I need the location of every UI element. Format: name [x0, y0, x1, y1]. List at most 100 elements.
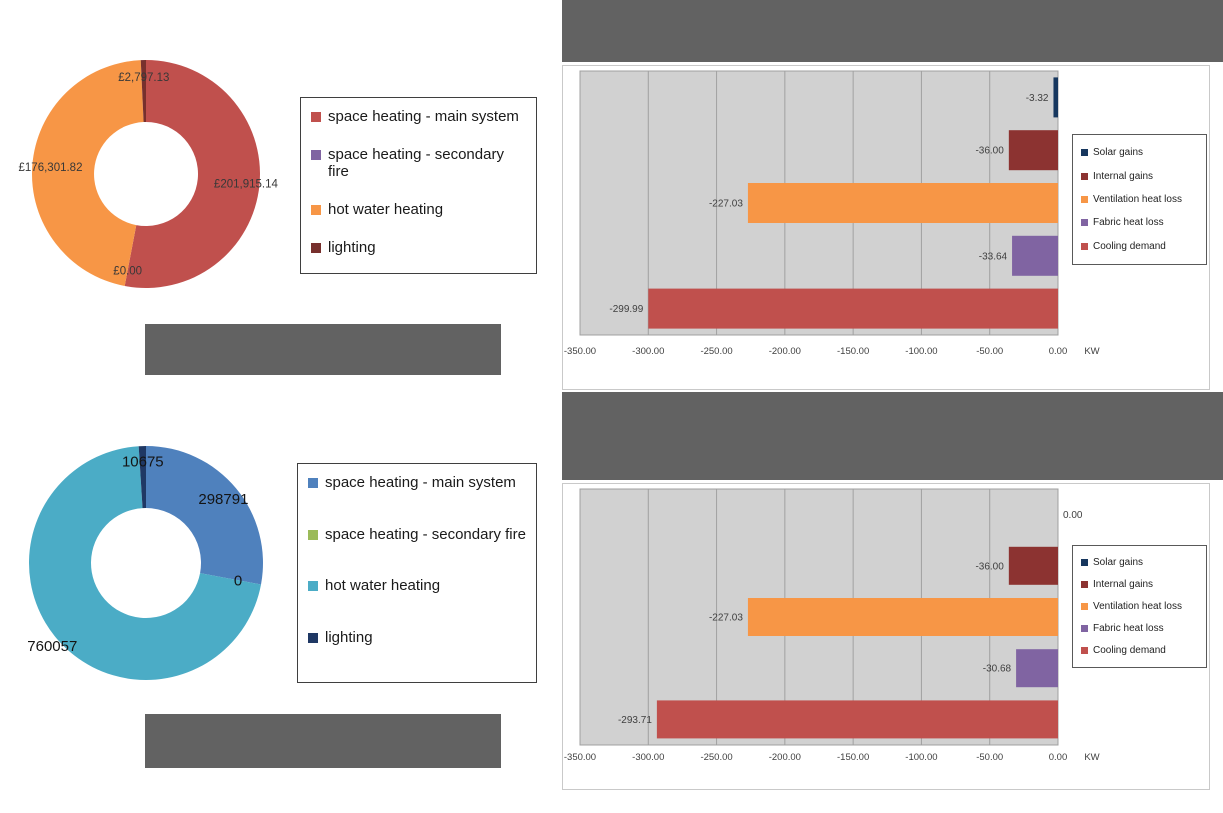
legend-swatch-icon	[1081, 581, 1088, 589]
heat-balance-bar-chart-top: -350.00 -300.00 -250.00 -200.00 -150.00 -100.…	[564, 70, 1100, 357]
legend-item: Ventilation heat loss	[1081, 194, 1198, 205]
legend-label: Solar gains	[1093, 147, 1144, 159]
legend-item: Fabric heat loss	[1081, 623, 1198, 634]
legend-swatch-icon	[1081, 242, 1088, 250]
legend-item: space heating - main system	[311, 108, 526, 126]
x-tick-label: -250.00	[700, 752, 732, 763]
x-tick-label: -350.00	[564, 752, 596, 763]
x-tick-label: -200.00	[769, 346, 801, 357]
legend-swatch-icon	[1081, 646, 1088, 654]
pie-slice-hot-water-heating	[31, 60, 144, 286]
bar-value-label: -227.03	[709, 199, 743, 210]
legend-item: Cooling demand	[1081, 241, 1198, 252]
pie-slice-space-heating-main-system	[124, 60, 260, 288]
x-tick-label: 0.00	[1049, 752, 1068, 763]
pie-data-label: 298791	[198, 491, 248, 508]
legend-label: Fabric heat loss	[1093, 622, 1164, 634]
legend-label: Ventilation heat loss	[1093, 600, 1182, 612]
legend-item: space heating - secondary fire	[311, 146, 526, 181]
legend-label: Solar gains	[1093, 557, 1144, 569]
pie-data-label: 0	[234, 572, 242, 589]
pie-slice-lighting	[140, 59, 146, 123]
redacted-chart-header-bottom	[562, 392, 1223, 480]
x-tick-label: -350.00	[564, 346, 596, 357]
pie-data-label: £2,797.13	[118, 72, 169, 84]
legend-label: lighting	[325, 629, 373, 647]
x-tick-label: -100.00	[905, 346, 937, 357]
x-tick-label: 0.00	[1049, 346, 1068, 357]
legend-swatch-icon	[1081, 559, 1088, 567]
legend-label: lighting	[328, 238, 376, 256]
legend-swatch-icon	[308, 581, 318, 592]
legend-label: Ventilation heat loss	[1093, 193, 1182, 205]
bar-solar-gains	[1053, 77, 1058, 118]
bar-cooling-demand	[648, 288, 1058, 329]
legend-item: Ventilation heat loss	[1081, 601, 1198, 612]
legend-item: lighting	[308, 629, 526, 647]
legend-item: Solar gains	[1081, 147, 1198, 158]
bar-value-label: -293.71	[618, 715, 652, 726]
bar-ventilation-heat-loss	[747, 598, 1058, 636]
legend-swatch-icon	[1081, 172, 1088, 180]
bar-ventilation-heat-loss	[747, 183, 1058, 223]
redacted-chart-header-top	[562, 0, 1223, 62]
x-axis-unit: KW	[1084, 752, 1099, 763]
legend-swatch-icon	[311, 149, 321, 160]
x-tick-label: -100.00	[905, 752, 937, 763]
bar-internal-gains	[1008, 130, 1058, 171]
heat-balance-legend-bottom: Solar gains Internal gains Ventilation hea…	[1072, 545, 1207, 668]
legend-label: hot water heating	[328, 201, 444, 219]
pie-data-label: £0.00	[113, 265, 142, 277]
legend-label: Fabric heat loss	[1093, 217, 1164, 229]
pie-data-label: 760057	[27, 638, 77, 655]
legend-label: hot water heating	[325, 577, 441, 595]
legend-label: Cooling demand	[1093, 644, 1166, 656]
bar-value-label: -227.03	[709, 613, 743, 624]
legend-swatch-icon	[311, 205, 321, 216]
pie-data-label: £176,301.82	[19, 162, 83, 174]
x-tick-label: -300.00	[632, 752, 664, 763]
pie-data-label: £201,915.14	[214, 178, 279, 190]
bar-fabric-heat-loss	[1016, 649, 1058, 688]
bar-value-label: -30.68	[983, 664, 1012, 675]
legend-item: Cooling demand	[1081, 645, 1198, 656]
x-tick-label: -200.00	[769, 752, 801, 763]
bar-fabric-heat-loss	[1012, 235, 1058, 276]
legend-label: Cooling demand	[1093, 240, 1166, 252]
redacted-chart-title-energy-use	[145, 714, 501, 768]
legend-swatch-icon	[308, 633, 318, 644]
bar-value-label: 0.00	[1063, 510, 1083, 521]
legend-label: space heating - main system	[325, 474, 516, 491]
fuel-cost-legend: space heating - main system space heating…	[300, 97, 537, 274]
legend-swatch-icon	[308, 529, 318, 540]
legend-label: Internal gains	[1093, 579, 1154, 591]
bar-value-label: -3.32	[1026, 93, 1049, 104]
bar-value-label: -299.99	[609, 304, 643, 315]
legend-label: Internal gains	[1093, 170, 1154, 182]
x-tick-label: -150.00	[837, 752, 869, 763]
bar-cooling-demand	[656, 700, 1058, 739]
pie-data-label: 10675	[122, 454, 164, 471]
legend-swatch-icon	[1081, 149, 1088, 157]
legend-item: Solar gains	[1081, 557, 1198, 568]
x-tick-label: -300.00	[632, 346, 664, 357]
legend-swatch-icon	[1081, 195, 1088, 203]
energy-use-legend: space heating - main system space heating…	[297, 463, 537, 683]
x-tick-label: -250.00	[700, 346, 732, 357]
redacted-chart-title-fuel-cost	[145, 324, 501, 375]
legend-item: space heating - main system	[308, 474, 526, 492]
legend-swatch-icon	[308, 478, 318, 488]
legend-item: hot water heating	[308, 577, 526, 595]
bar-internal-gains	[1008, 546, 1058, 585]
legend-label: space heating - secondary fire	[325, 525, 526, 543]
heat-balance-legend-top: Solar gains Internal gains Ventilation hea…	[1072, 134, 1207, 265]
bar-value-label: -33.64	[979, 251, 1008, 262]
legend-item: space heating - secondary fire	[308, 526, 526, 544]
energy-use-doughnut-chart: 298791 0 760057 10675	[27, 446, 263, 681]
pie-slice-hot-water-heating	[28, 446, 262, 681]
bar-value-label: -36.00	[975, 561, 1004, 572]
legend-swatch-icon	[1081, 219, 1088, 227]
legend-label: space heating - main system	[328, 108, 519, 125]
bar-value-label: -36.00	[975, 146, 1004, 157]
